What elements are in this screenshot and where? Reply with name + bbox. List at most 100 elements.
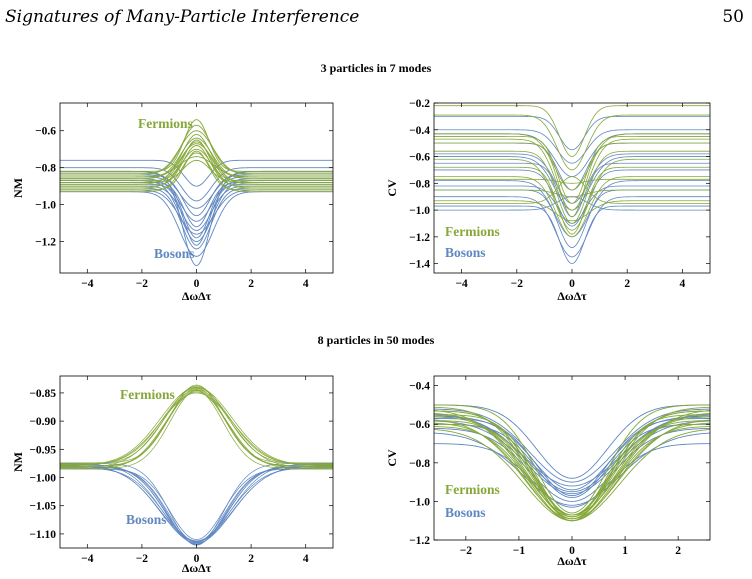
plot-frame	[59, 375, 334, 549]
bosons-annotation: Bosons	[445, 245, 486, 260]
boson-curve	[434, 153, 710, 204]
fermion-curve	[60, 139, 333, 182]
fermions-annotation: Fermions	[138, 116, 193, 131]
fermion-curve	[60, 119, 333, 172]
fermions-annotation: Fermions	[445, 224, 500, 239]
x-tick-label: −2	[136, 278, 149, 290]
running-header: Signatures of Many-Particle Interference	[5, 7, 360, 27]
x-axis-label: ΔωΔτ	[557, 554, 587, 568]
boson-curve	[60, 174, 333, 217]
boson-curve	[60, 187, 333, 250]
boson-curve	[434, 205, 710, 265]
fermion-curve	[60, 156, 333, 178]
fermion-curve	[434, 114, 710, 171]
fermion-curve	[434, 404, 710, 514]
page-number: 50	[722, 7, 744, 27]
boson-curve	[434, 414, 710, 493]
x-tick-label: 4	[303, 553, 309, 565]
fermion-curve	[434, 410, 710, 516]
fermion-curve	[434, 136, 710, 204]
y-tick-label: −0.85	[29, 388, 56, 400]
boson-curve	[434, 129, 710, 164]
boson-curve	[434, 404, 710, 479]
fermion-curve	[434, 419, 710, 520]
fermion-curve	[60, 384, 333, 464]
fermion-curve	[60, 141, 333, 183]
fermion-curve	[60, 148, 333, 189]
fermion-curve	[434, 133, 710, 191]
boson-curve	[434, 443, 710, 508]
plot-curves	[434, 404, 710, 522]
fermion-curve	[60, 388, 333, 467]
x-tick-label: 2	[675, 545, 681, 557]
x-tick-label: 0	[569, 278, 575, 290]
fermion-curve	[60, 159, 333, 183]
fermion-curve	[60, 130, 333, 176]
boson-curve	[434, 418, 710, 497]
boson-curve	[434, 408, 710, 483]
fermion-curve	[60, 385, 333, 465]
boson-curve	[434, 196, 710, 258]
boson-curve	[60, 467, 333, 542]
x-tick-label: 2	[624, 278, 630, 290]
fermion-curve	[60, 391, 333, 470]
fermion-curve	[434, 176, 710, 238]
fermion-curve	[434, 158, 710, 231]
boson-curve	[60, 464, 333, 543]
y-tick-label: −1.0	[409, 496, 430, 508]
boson-curve	[60, 463, 333, 544]
boson-curve	[60, 463, 333, 546]
chart-top-left-nm: −4 −2 0 2 4 −0.6 −0.8 −1.0 −1.2 ΔωΔτ NM Fermions Bos…	[11, 102, 334, 303]
y-tick-label: −0.2	[409, 98, 430, 110]
y-axis-label: NM	[11, 178, 25, 198]
fermions-annotation: Fermions	[445, 482, 500, 497]
fermion-curve	[60, 143, 333, 185]
x-tick-label: 1	[622, 545, 628, 557]
section-title-top: 3 particles in 7 modes	[320, 61, 432, 75]
fermions-annotation: Fermions	[120, 387, 175, 402]
fermion-curve	[434, 138, 710, 211]
y-tick-label: −0.90	[29, 416, 56, 428]
x-tick-label: −4	[81, 553, 94, 565]
boson-curve	[60, 182, 333, 228]
chart-bottom-right-cv: −2 −1 0 1 2 −0.4 −0.6 −0.8 −1.0 −1.2 ΔωΔτ CV Fermion…	[385, 375, 711, 568]
bosons-annotation: Bosons	[154, 246, 195, 261]
boson-curve	[434, 432, 710, 506]
x-tick-label: 2	[248, 278, 254, 290]
x-tick-label: 0	[569, 545, 575, 557]
fermion-curve	[60, 392, 333, 466]
y-tick-label: −0.4	[409, 125, 430, 137]
x-tick-label: 4	[303, 278, 309, 290]
fermion-curve	[60, 389, 333, 468]
fermion-curve	[60, 137, 333, 180]
fermion-curve	[434, 166, 710, 235]
plot-curves	[434, 105, 710, 265]
x-tick-label: −2	[136, 553, 149, 565]
x-tick-label: 0	[194, 553, 200, 565]
x-axis-label: ΔωΔτ	[182, 561, 212, 575]
y-tick-label: −1.2	[35, 237, 56, 249]
y-tick-label: −0.4	[409, 381, 430, 393]
boson-curve	[60, 465, 333, 544]
y-tick-label: −0.8	[409, 178, 430, 190]
boson-curve	[60, 468, 333, 540]
fermion-curve	[60, 124, 333, 174]
fermion-curve	[434, 414, 710, 518]
y-tick-label: −1.05	[29, 501, 56, 513]
boson-curve	[60, 189, 333, 235]
x-tick-label: 4	[680, 278, 686, 290]
fermion-curve	[434, 105, 710, 157]
chart-bottom-left-nm: −4 −2 0 2 4 −0.85 −0.90 −0.95 −1.00 −1.05 −1.10 ΔωΔ…	[11, 375, 334, 575]
boson-curve	[60, 172, 333, 267]
fermion-curve	[60, 387, 333, 465]
section-title-bottom: 8 particles in 50 modes	[317, 333, 435, 347]
plot-curves	[60, 384, 333, 546]
fermion-curve	[434, 150, 710, 224]
boson-curve	[434, 169, 710, 227]
y-tick-label: −1.0	[409, 205, 430, 217]
boson-curve	[60, 464, 333, 545]
x-axis-label: ΔωΔτ	[182, 289, 212, 303]
y-tick-label: −1.0	[35, 200, 56, 212]
boson-curve	[60, 178, 333, 222]
y-axis-label: CV	[385, 179, 399, 197]
